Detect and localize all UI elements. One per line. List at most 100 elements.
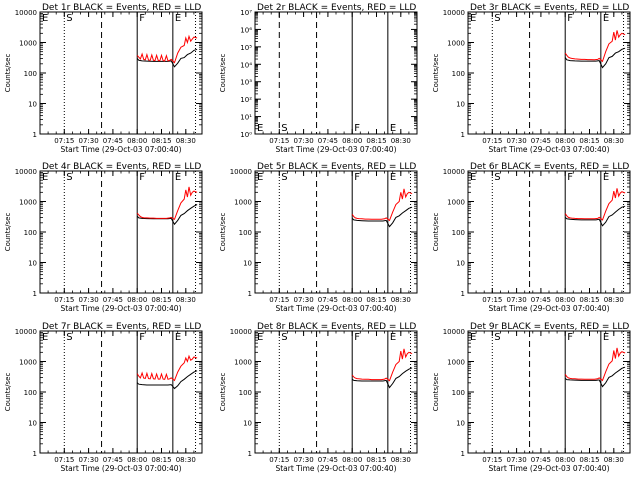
event-marker-label: F (567, 13, 573, 24)
y-tick-label: 10 (28, 101, 37, 109)
x-axis-label: Start Time (29-Oct-03 07:00:40) (275, 145, 396, 154)
x-tick-label: 08:15 (151, 137, 171, 145)
y-tick-label: 1000 (19, 40, 37, 48)
event-marker-label: E (603, 332, 609, 343)
x-tick-label: 08:30 (391, 456, 411, 464)
x-tick-label: 08:30 (391, 137, 411, 145)
y-tick-label: 1000 (234, 199, 252, 207)
x-axis-label: Start Time (29-Oct-03 07:00:40) (488, 304, 609, 313)
x-tick-label: 08:00 (127, 456, 147, 464)
y-tick-label: 100 (452, 70, 465, 78)
event-marker-label: E (175, 332, 181, 343)
x-tick-label: 08:15 (579, 137, 599, 145)
event-marker-label: S (494, 172, 500, 183)
event-marker-label: S (281, 123, 287, 134)
event-marker-label: S (494, 332, 500, 343)
x-tick-label: 08:00 (127, 137, 147, 145)
y-tick-label: 10⁴ (240, 61, 252, 69)
x-tick-label: 07:30 (507, 296, 527, 304)
y-tick-label: 100 (24, 229, 37, 237)
x-tick-label: 07:30 (507, 456, 527, 464)
chart-title: Det 1r BLACK = Events, RED = LLD (42, 3, 201, 13)
x-tick-label: 08:30 (391, 296, 411, 304)
chart-panel-8: Det 8r BLACK = Events, RED = LLD 1 10 100 10… (219, 322, 418, 473)
event-marker-label: E (257, 172, 263, 183)
y-axis-label: Counts/sec (219, 373, 227, 412)
x-tick-label: 08:00 (342, 456, 362, 464)
event-marker-label: S (66, 13, 72, 24)
event-marker-label: E (42, 13, 48, 24)
x-tick-label: 07:45 (318, 296, 338, 304)
series-line-lld (136, 34, 198, 64)
chart-panel-9: Det 9r BLACK = Events, RED = LLD 1 10 100 10… (432, 322, 631, 473)
chart-title: Det 5r BLACK = Events, RED = LLD (257, 162, 416, 172)
event-marker-label: F (567, 332, 573, 343)
x-tick-label: 08:30 (604, 296, 624, 304)
chart-title: Det 2r BLACK = Events, RED = LLD (257, 3, 416, 13)
x-axis-label: Start Time (29-Oct-03 07:00:40) (275, 464, 396, 473)
x-axis-label: Start Time (29-Oct-03 07:00:40) (60, 464, 181, 473)
event-marker-label: S (281, 332, 287, 343)
event-marker-label: F (139, 172, 145, 183)
y-tick-label: 10000 (230, 168, 252, 176)
y-tick-label: 10⁶ (240, 26, 252, 34)
chart-title: Det 4r BLACK = Events, RED = LLD (42, 162, 201, 172)
y-tick-label: 1 (461, 131, 465, 139)
y-tick-label: 1 (461, 450, 465, 458)
x-tick-label: 08:30 (604, 137, 624, 145)
event-marker-label: F (354, 123, 360, 134)
y-tick-label: 1000 (447, 199, 465, 207)
x-tick-label: 08:30 (176, 296, 196, 304)
y-tick-label: 1 (248, 450, 252, 458)
y-axis-label: Counts/sec (4, 213, 12, 252)
chart-panel-2: Det 2r BLACK = Events, RED = LLD 10⁰ 10¹ 10… (219, 3, 418, 154)
x-tick-label: 08:00 (555, 296, 575, 304)
y-tick-label: 10⁵ (240, 44, 252, 52)
event-marker-label: E (603, 13, 609, 24)
x-tick-label: 08:15 (579, 456, 599, 464)
x-tick-label: 07:30 (294, 137, 314, 145)
x-tick-label: 07:45 (531, 296, 551, 304)
series-line-events (564, 205, 626, 227)
event-marker-label: E (175, 13, 181, 24)
chart-panel-4: Det 4r BLACK = Events, RED = LLD 1 10 100 10… (4, 162, 203, 313)
event-marker-label: E (470, 13, 476, 24)
y-tick-label: 100 (24, 70, 37, 78)
x-tick-label: 08:00 (555, 456, 575, 464)
x-tick-label: 07:30 (79, 296, 99, 304)
x-tick-label: 07:45 (318, 456, 338, 464)
series-line-lld (136, 354, 198, 382)
x-tick-label: 08:15 (151, 456, 171, 464)
series-line-events (136, 48, 198, 68)
event-marker-label: E (390, 332, 396, 343)
x-tick-label: 07:15 (482, 137, 502, 145)
x-axis-label: Start Time (29-Oct-03 07:00:40) (60, 304, 181, 313)
series-line-lld (351, 348, 413, 382)
event-marker-label: E (175, 172, 181, 183)
y-axis-label: Counts/sec (432, 373, 440, 412)
y-tick-label: 1 (248, 290, 252, 298)
y-tick-label: 1 (461, 290, 465, 298)
y-tick-label: 1000 (447, 359, 465, 367)
y-tick-label: 1 (33, 131, 37, 139)
y-tick-label: 10 (456, 420, 465, 428)
event-marker-label: S (66, 332, 72, 343)
event-marker-label: E (390, 172, 396, 183)
chart-panel-3: Det 3r BLACK = Events, RED = LLD 1 10 100 10… (432, 3, 631, 154)
chart-title: Det 6r BLACK = Events, RED = LLD (470, 162, 629, 172)
y-tick-label: 10000 (15, 328, 37, 336)
x-tick-label: 07:15 (54, 456, 74, 464)
series-line-events (351, 206, 413, 228)
y-tick-label: 100 (24, 389, 37, 397)
chart-title: Det 7r BLACK = Events, RED = LLD (42, 322, 201, 332)
chart-panel-6: Det 6r BLACK = Events, RED = LLD 1 10 100 10… (432, 162, 631, 313)
x-tick-label: 07:45 (531, 137, 551, 145)
x-tick-label: 08:30 (176, 456, 196, 464)
y-axis-label: Counts/sec (4, 54, 12, 93)
x-tick-label: 07:15 (54, 296, 74, 304)
event-marker-label: S (281, 172, 287, 183)
y-axis-label: Counts/sec (219, 213, 227, 252)
x-axis-label: Start Time (29-Oct-03 07:00:40) (488, 145, 609, 154)
x-tick-label: 08:00 (127, 296, 147, 304)
x-tick-label: 07:30 (79, 137, 99, 145)
